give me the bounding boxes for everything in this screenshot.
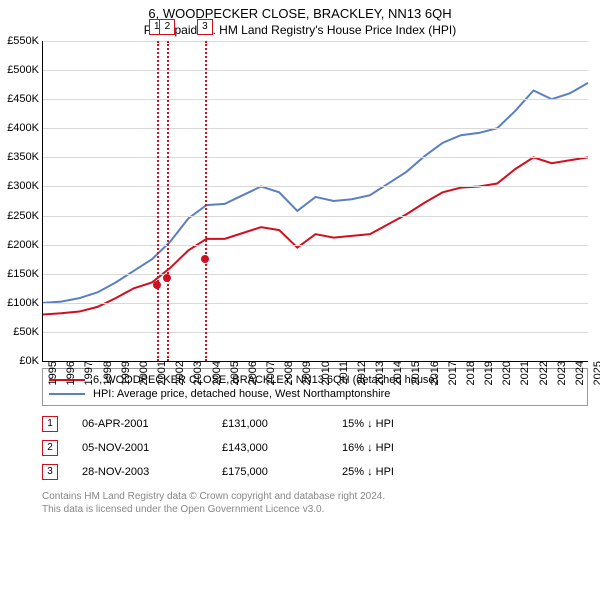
x-axis-label: 2020 xyxy=(497,361,513,385)
series-hpi xyxy=(43,83,588,303)
y-axis-label: £200K xyxy=(7,239,43,251)
x-axis-label: 1999 xyxy=(116,361,132,385)
x-axis-label: 1997 xyxy=(79,361,95,385)
y-axis-label: £250K xyxy=(7,210,43,222)
y-axis-label: £450K xyxy=(7,93,43,105)
attribution: Contains HM Land Registry data © Crown c… xyxy=(42,490,588,516)
legend-swatch xyxy=(49,393,85,395)
event-date: 05-NOV-2001 xyxy=(82,442,222,454)
event-marker-box: 2 xyxy=(159,19,175,35)
event-price: £175,000 xyxy=(222,466,342,478)
attribution-line: This data is licensed under the Open Gov… xyxy=(42,503,588,516)
page-subtitle: Price paid vs. HM Land Registry's House … xyxy=(0,21,600,41)
x-axis-label: 1995 xyxy=(43,361,59,385)
x-axis-label: 1998 xyxy=(98,361,114,385)
x-axis-label: 2023 xyxy=(552,361,568,385)
x-axis-label: 2017 xyxy=(443,361,459,385)
event-marker-line xyxy=(205,41,207,361)
x-axis-label: 2022 xyxy=(534,361,550,385)
x-axis-label: 2015 xyxy=(406,361,422,385)
event-number-box: 3 xyxy=(42,464,58,480)
x-axis-label: 2016 xyxy=(425,361,441,385)
event-number-box: 1 xyxy=(42,416,58,432)
event-delta: 25% ↓ HPI xyxy=(342,466,394,478)
x-axis-label: 2004 xyxy=(207,361,223,385)
x-axis-label: 2007 xyxy=(261,361,277,385)
x-axis-label: 2021 xyxy=(515,361,531,385)
y-axis-label: £300K xyxy=(7,180,43,192)
x-axis-label: 2011 xyxy=(334,361,350,385)
x-axis-label: 2013 xyxy=(370,361,386,385)
event-price: £131,000 xyxy=(222,418,342,430)
event-row: 2 05-NOV-2001£143,00016% ↓ HPI xyxy=(42,436,588,460)
event-marker-dot xyxy=(153,281,161,289)
event-marker-box: 3 xyxy=(197,19,213,35)
event-row: 3 28-NOV-2003£175,00025% ↓ HPI xyxy=(42,460,588,484)
x-axis-label: 2019 xyxy=(479,361,495,385)
price-chart: £0K£50K£100K£150K£200K£250K£300K£350K£40… xyxy=(42,41,588,362)
attribution-line: Contains HM Land Registry data © Crown c… xyxy=(42,490,588,503)
event-delta: 15% ↓ HPI xyxy=(342,418,394,430)
y-axis-label: £550K xyxy=(7,35,43,47)
x-axis-label: 2006 xyxy=(243,361,259,385)
y-axis-label: £400K xyxy=(7,122,43,134)
x-axis-label: 2009 xyxy=(297,361,313,385)
x-axis-label: 2024 xyxy=(570,361,586,385)
x-axis-label: 2008 xyxy=(279,361,295,385)
legend-row: HPI: Average price, detached house, West… xyxy=(49,387,581,401)
y-axis-label: £100K xyxy=(7,297,43,309)
x-axis-label: 2012 xyxy=(352,361,368,385)
x-axis-label: 2014 xyxy=(388,361,404,385)
y-axis-label: £150K xyxy=(7,268,43,280)
x-axis-label: 2010 xyxy=(316,361,332,385)
x-axis-label: 2002 xyxy=(170,361,186,385)
event-marker-dot xyxy=(201,255,209,263)
series-property xyxy=(43,157,588,314)
x-axis-label: 2018 xyxy=(461,361,477,385)
event-date: 06-APR-2001 xyxy=(82,418,222,430)
event-marker-line xyxy=(167,41,169,361)
y-axis-label: £350K xyxy=(7,151,43,163)
y-axis-label: £500K xyxy=(7,64,43,76)
x-axis-label: 2025 xyxy=(588,361,600,385)
event-date: 28-NOV-2003 xyxy=(82,466,222,478)
y-axis-label: £0K xyxy=(19,355,43,367)
event-number-box: 2 xyxy=(42,440,58,456)
y-axis-label: £50K xyxy=(13,326,43,338)
x-axis-label: 1996 xyxy=(61,361,77,385)
x-axis-label: 2005 xyxy=(225,361,241,385)
x-axis-label: 2001 xyxy=(152,361,168,385)
x-axis-label: 2003 xyxy=(188,361,204,385)
event-marker-dot xyxy=(163,274,171,282)
event-table: 1 06-APR-2001£131,00015% ↓ HPI 2 05-NOV-200… xyxy=(42,412,588,484)
event-row: 1 06-APR-2001£131,00015% ↓ HPI xyxy=(42,412,588,436)
page-title: 6, WOODPECKER CLOSE, BRACKLEY, NN13 6QH xyxy=(0,0,600,21)
x-axis-label: 2000 xyxy=(134,361,150,385)
event-marker-line xyxy=(157,41,159,361)
event-delta: 16% ↓ HPI xyxy=(342,442,394,454)
legend-label: HPI: Average price, detached house, West… xyxy=(93,388,390,400)
event-price: £143,000 xyxy=(222,442,342,454)
